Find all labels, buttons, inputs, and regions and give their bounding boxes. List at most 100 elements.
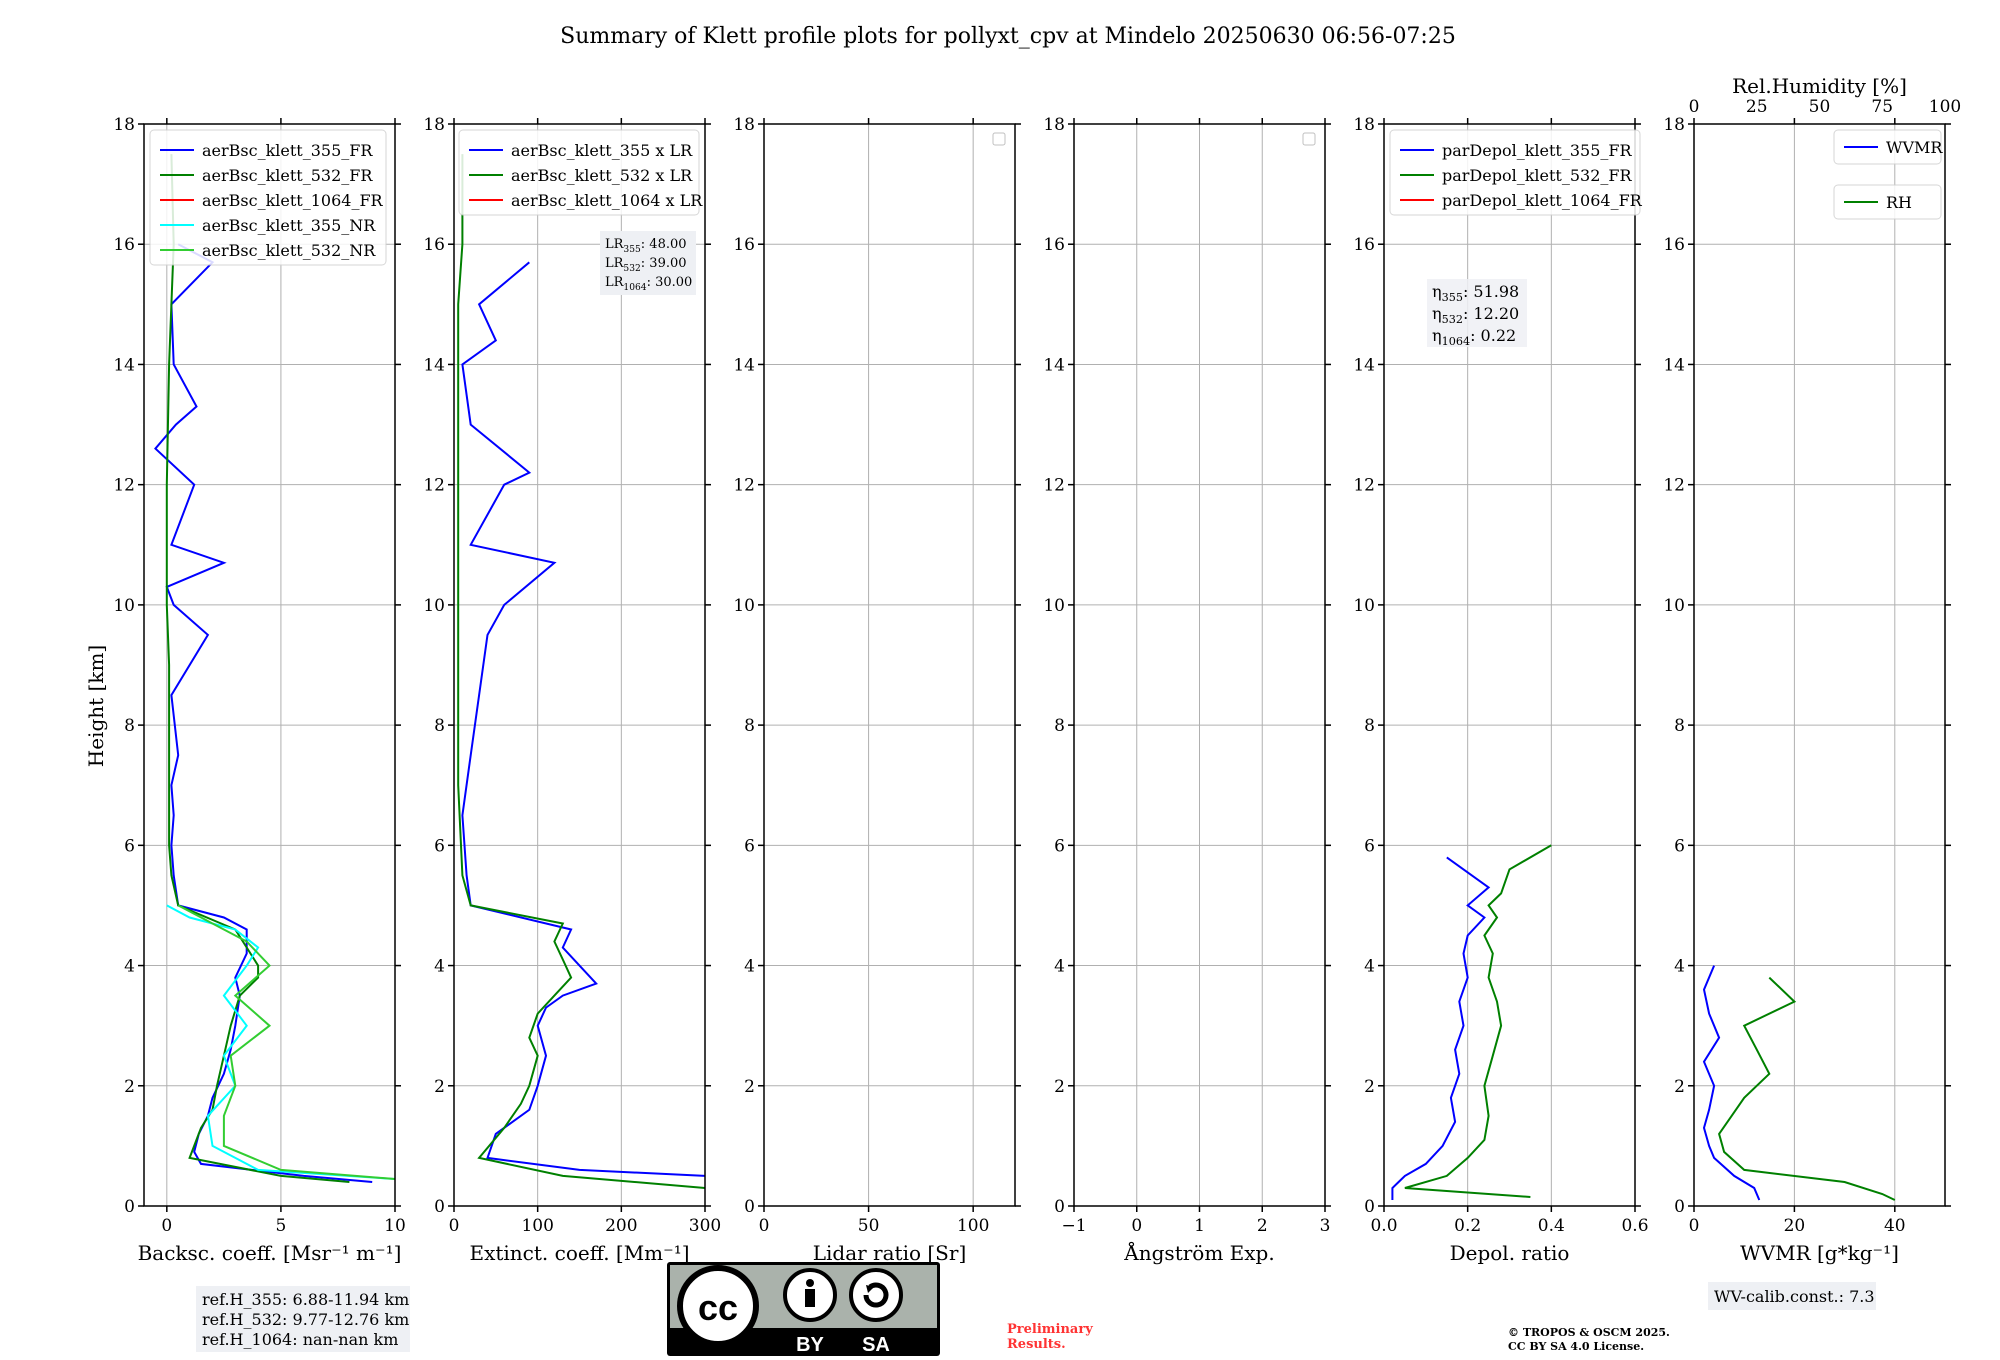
annotation-box (1427, 279, 1527, 347)
y-tick-label: 6 (744, 836, 755, 856)
x-tick-label: 0 (1689, 1216, 1700, 1236)
y-tick-label: 6 (434, 836, 445, 856)
y-tick-label: 8 (124, 716, 135, 736)
annotation-line: ref.H_1064: nan-nan km (202, 1330, 398, 1349)
x-tick-label: 10 (384, 1216, 406, 1236)
y-tick-label: 0 (434, 1197, 445, 1217)
y-tick-label: 4 (434, 957, 445, 977)
annotation-line: η355: 51.98 (1432, 282, 1519, 304)
legend-label: aerBsc_klett_532_NR (202, 241, 376, 260)
series-line-aerbsc-klett-355-fr (154, 243, 373, 1183)
legend-label: aerBsc_klett_532_FR (202, 166, 373, 185)
svg-text:cc: cc (698, 1287, 738, 1328)
axes-frame (453, 123, 706, 1207)
copyright-line-2: CC BY SA 4.0 License. (1508, 1340, 1644, 1353)
y-tick-label: 18 (1043, 115, 1065, 135)
y-tick-label: 16 (423, 235, 445, 255)
legend-label: parDepol_klett_532_FR (1442, 166, 1633, 185)
y-tick-label: 0 (1674, 1197, 1685, 1217)
annotation-line: ref.H_532: 9.77-12.76 km (202, 1310, 409, 1329)
legend-box (1389, 129, 1641, 216)
x-tick-label: 0.4 (1538, 1216, 1565, 1236)
preliminary-line-2: Results. (1007, 1337, 1066, 1352)
y-tick-label: 10 (733, 596, 755, 616)
y-tick-label: 18 (1353, 115, 1375, 135)
legend-label: aerBsc_klett_1064_FR (202, 191, 384, 210)
x-tick-label: 2 (1257, 1216, 1268, 1236)
legend: aerBsc_klett_355 x LR aerBsc_klett_532 x … (458, 129, 703, 216)
x-tick-label: 100 (521, 1216, 553, 1236)
legend-label: aerBsc_klett_1064 x LR (511, 191, 703, 210)
legend-label: aerBsc_klett_532 x LR (511, 166, 693, 185)
y-tick-label: 14 (733, 355, 755, 375)
x-tick-label: 0.6 (1621, 1216, 1648, 1236)
series-line-pardepol-klett-532-fr (1404, 844, 1552, 1198)
y-tick-label: 14 (1663, 355, 1685, 375)
series-line-pardepol-klett-355-fr (1391, 856, 1491, 1200)
x-tick-label: 20 (1784, 1216, 1806, 1236)
y-tick-label: 2 (744, 1077, 755, 1097)
x-axis-label: Lidar ratio [Sr] (813, 1241, 967, 1265)
wv-calib-annotation: WV-calib.const.: 7.3 (1708, 1282, 1876, 1310)
x-axis-label: WVMR [g*kg⁻¹] (1740, 1241, 1899, 1265)
series-line-aerbsc-klett-532-x-lr (457, 154, 705, 1189)
y-tick-label: 12 (1043, 476, 1065, 496)
annotation-line: η532: 12.20 (1432, 304, 1519, 326)
y-tick-label: 6 (1054, 836, 1065, 856)
series-line-rh (1718, 976, 1896, 1201)
y-tick-label: 2 (1054, 1077, 1065, 1097)
y-tick-label: 8 (1674, 716, 1685, 736)
y-tick-label: 12 (1663, 476, 1685, 496)
annotation-box (600, 231, 696, 295)
y-tick-label: 16 (1353, 235, 1375, 255)
y-tick-label: 10 (1043, 596, 1065, 616)
panel-3: 0 50 100 0 2 4 6 8 10 12 14 16 18 Lidar ratio [Sr] (733, 115, 1021, 1265)
y-tick-label: 4 (1364, 957, 1375, 977)
legend-label: RH (1886, 193, 1912, 212)
cc-icon (677, 1265, 759, 1347)
y-tick-label: 8 (1054, 716, 1065, 736)
y-tick-label: 18 (1663, 115, 1685, 135)
legend-label: parDepol_klett_355_FR (1442, 141, 1633, 160)
y-tick-label: 6 (1674, 836, 1685, 856)
annotation-line: LR1064: 30.00 (605, 275, 692, 293)
legend-label: parDepol_klett_1064_FR (1442, 191, 1643, 210)
y-tick-label: 12 (113, 476, 135, 496)
top-axis-tick-label: 100 (1929, 97, 1961, 117)
x-tick-label: 300 (689, 1216, 721, 1236)
axes-frame (1693, 123, 1946, 1207)
x-tick-label: 100 (957, 1216, 989, 1236)
y-tick-label: 4 (1054, 957, 1065, 977)
cc-sa-label: SA (862, 1334, 890, 1356)
y-tick-label: 6 (124, 836, 135, 856)
x-tick-label: 0 (161, 1216, 172, 1236)
legend-wvmr: WVMR (1833, 129, 1943, 165)
x-tick-label: −1 (1061, 1216, 1086, 1236)
panel-1: 0 5 10 0 2 4 6 8 10 12 14 16 18 Backsc. coeff. [Msr⁻¹… (113, 115, 410, 1352)
legend-rh: RH (1833, 184, 1942, 220)
x-tick-label: 0 (759, 1216, 770, 1236)
annotation-line: WV-calib.const.: 7.3 (1714, 1287, 1875, 1306)
y-tick-label: 18 (423, 115, 445, 135)
annotation-box (1708, 1282, 1876, 1310)
x-axis-label: Ångström Exp. (1123, 1240, 1274, 1265)
series-line-aerbsc-klett-532-nr (177, 904, 395, 1180)
y-tick-label: 0 (744, 1197, 755, 1217)
cc-license-badge: cc BY SA (667, 1262, 940, 1356)
y-tick-label: 0 (1054, 1197, 1065, 1217)
y-tick-label: 8 (744, 716, 755, 736)
y-tick-label: 14 (113, 355, 135, 375)
x-tick-label: 1 (1194, 1216, 1205, 1236)
x-tick-label: 200 (605, 1216, 637, 1236)
x-tick-label: 0.0 (1370, 1216, 1397, 1236)
y-tick-label: 6 (1364, 836, 1375, 856)
y-tick-label: 16 (1043, 235, 1065, 255)
y-tick-label: 2 (1364, 1077, 1375, 1097)
x-tick-label: 3 (1320, 1216, 1331, 1236)
panel-6: 0 20 40 0 2 4 6 8 10 12 14 16 18 WVMR [g*kg⁻¹] 0 25 50 75… (1663, 74, 1961, 1310)
